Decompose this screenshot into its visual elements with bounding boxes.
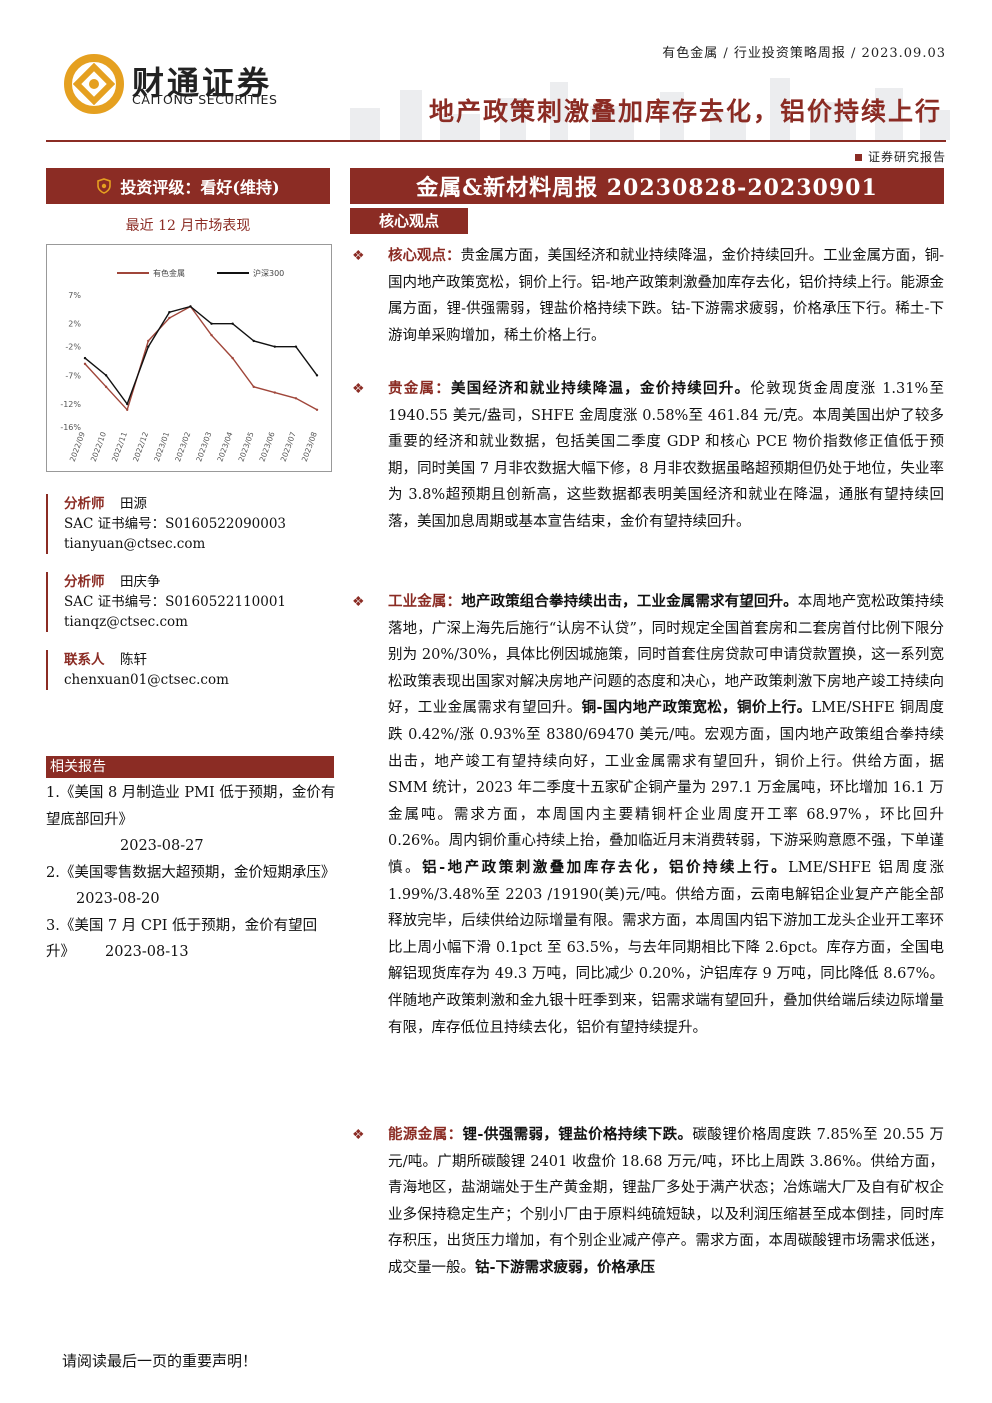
chart-data-point [231, 356, 234, 360]
chart-x-tick-label: 2023/06 [258, 430, 277, 463]
analyst-name: 田源 [120, 496, 147, 512]
shield-icon [97, 178, 112, 194]
chart-data-point [83, 362, 87, 366]
market-caption: 最近 12 月市场表现 [125, 218, 251, 234]
chart-series-line [84, 305, 318, 412]
chart-legend-label: 沪深300 [253, 268, 284, 278]
chart-data-point [231, 322, 234, 325]
contact-email[interactable]: chenxuan01@ctsec.com [64, 672, 229, 688]
caitong-logo-icon [64, 54, 124, 114]
header-breadcrumb: 有色金属 / 行业投资策略周报 / 2023.09.03 [662, 46, 946, 61]
analyst-sac: SAC 证书编号：S0160522110001 [64, 594, 287, 610]
rating-text: 投资评级：看好(维持) [120, 178, 280, 197]
square-icon [854, 154, 862, 161]
chart-data-point [315, 374, 319, 377]
related-reports-heading: 相关报告 [46, 756, 334, 778]
analyst-card-2: 分析师 田庆争 SAC 证书编号：S0160522110001 tianqz@ct… [46, 572, 286, 632]
report-headline: 地产政策刺激叠加库存去化，铝价持续上行 [428, 97, 942, 126]
contact-card: 联系人 陈轩 chenxuan01@ctsec.com [46, 650, 229, 690]
chart-y-tick-label: 7% [68, 291, 81, 300]
chart-data-point [147, 339, 150, 343]
market-chart: 7% 2% -2% -7% -12% -16% 2022/09 2022/10 2022/11 2… [46, 244, 332, 472]
related-report-item[interactable]: 1.《美国 8 月制造业 PMI 低于预期，金价有望底部回升》 2023-08-2… [46, 785, 336, 854]
related-reports-list: 1.《美国 8 月制造业 PMI 低于预期，金价有望底部回升》 2023-08-2… [46, 780, 336, 966]
chart-data-point [210, 333, 213, 337]
logo-name-en: CAITONG SECURITIES [132, 92, 278, 107]
chart-data-point [315, 408, 319, 411]
chart-data-point [252, 385, 255, 389]
chart-data-point [294, 397, 298, 400]
chart-x-tick-label: 2023/05 [236, 430, 255, 463]
chart-x-tick-label: 2022/09 [68, 430, 87, 463]
chart-data-point [104, 374, 108, 377]
chart-data-point [273, 345, 277, 348]
chart-data-point [273, 391, 277, 394]
chart-y-tick-label: -12% [60, 400, 81, 409]
paragraph-core-view: ❖ 核心观点：贵金属方面，美国经济和就业持续降温，金价持续回升。工业金属方面，铜… [352, 243, 944, 349]
paragraph-precious-metals: ❖ 贵金属：美国经济和就业持续降温，金价持续回升。伦敦现货金周度涨 1.31%至… [352, 376, 944, 536]
chart-data-point [104, 385, 108, 389]
chart-y-tick-label: -2% [65, 343, 81, 352]
logo-name-cn: 财通证券 [132, 64, 273, 102]
contact-role: 联系人 [64, 652, 105, 668]
chart-x-tick-label: 2023/01 [152, 430, 171, 463]
footer-disclaimer: 请阅读最后一页的重要声明！ [62, 1352, 258, 1370]
chart-y-tick-label: 2% [68, 320, 81, 329]
analyst-email[interactable]: tianqz@ctsec.com [64, 614, 188, 630]
chart-data-point [210, 322, 213, 325]
chart-x-tick-label: 2023/04 [215, 430, 234, 463]
contact-name: 陈轩 [120, 652, 147, 668]
chart-x-tick-label: 2023/02 [173, 430, 192, 463]
chart-data-point [125, 402, 129, 406]
chart-y-tick-label: -16% [60, 423, 81, 432]
market-chart-svg: 7%2%-2%-7%-12%-16%2022/09 2022/10 2022/11 2… [60, 268, 319, 463]
chart-y-tick-label: -7% [65, 371, 81, 380]
related-report-item[interactable]: 2.《美国零售数据大超预期，金价短期承压》2023-08-20 [46, 864, 336, 908]
rating-banner: 投资评级：看好(维持) [46, 168, 330, 204]
core-view-tab: 核心观点 [350, 208, 468, 234]
chart-data-point [252, 339, 255, 343]
chart-legend-label: 有色金属 [153, 268, 185, 278]
chart-x-tick-label: 2022/10 [89, 430, 108, 463]
diamond-bullet-icon: ❖ [352, 381, 365, 397]
chart-x-tick-label: 2022/11 [110, 430, 129, 463]
chart-x-tick-label: 2023/07 [279, 430, 298, 463]
diamond-bullet-icon: ❖ [352, 248, 365, 264]
chart-x-tick-label: 2022/12 [131, 430, 150, 463]
related-report-item[interactable]: 3.《美国 7 月 CPI 低于预期，金价有望回升》 2023-08-13 [46, 917, 318, 961]
analyst-role: 分析师 [64, 574, 105, 590]
report-title: 金属&新材料周报 20230828-20230901 [350, 168, 944, 204]
chart-data-point [83, 356, 87, 360]
chart-series-line [84, 305, 318, 406]
chart-data-point [294, 345, 298, 348]
analyst-card-1: 分析师 田源 SAC 证书编号：S0160522090003 tianyuan@c… [46, 494, 286, 554]
chart-data-point [189, 305, 192, 308]
diamond-bullet-icon: ❖ [352, 1127, 365, 1143]
chart-data-point [125, 408, 129, 411]
analyst-name: 田庆争 [120, 574, 161, 590]
paragraph-industrial-metals: ❖ 工业金属：地产政策组合拳持续出击，工业金属需求有望回升。本周地产宽松政策持续… [352, 589, 944, 1041]
chart-data-point [168, 311, 171, 314]
paragraph-energy-metals: ❖ 能源金属：锂-供强需弱，锂盐价格持续下跌。碳酸锂价格周度跌 7.85%至 2… [352, 1122, 944, 1282]
chart-data-point [147, 345, 150, 348]
analyst-role: 分析师 [64, 496, 105, 512]
chart-x-tick-label: 2023/08 [300, 430, 319, 463]
doc-type-label: 证券研究报告 [854, 148, 946, 165]
chart-data-point [168, 316, 171, 320]
analyst-sac: SAC 证书编号：S0160522090003 [64, 516, 287, 532]
chart-x-tick-label: 2023/03 [194, 430, 213, 463]
header-divider [46, 140, 946, 142]
analyst-email[interactable]: tianyuan@ctsec.com [64, 536, 206, 552]
diamond-bullet-icon: ❖ [352, 594, 365, 610]
header-skyline-decoration [330, 78, 950, 140]
